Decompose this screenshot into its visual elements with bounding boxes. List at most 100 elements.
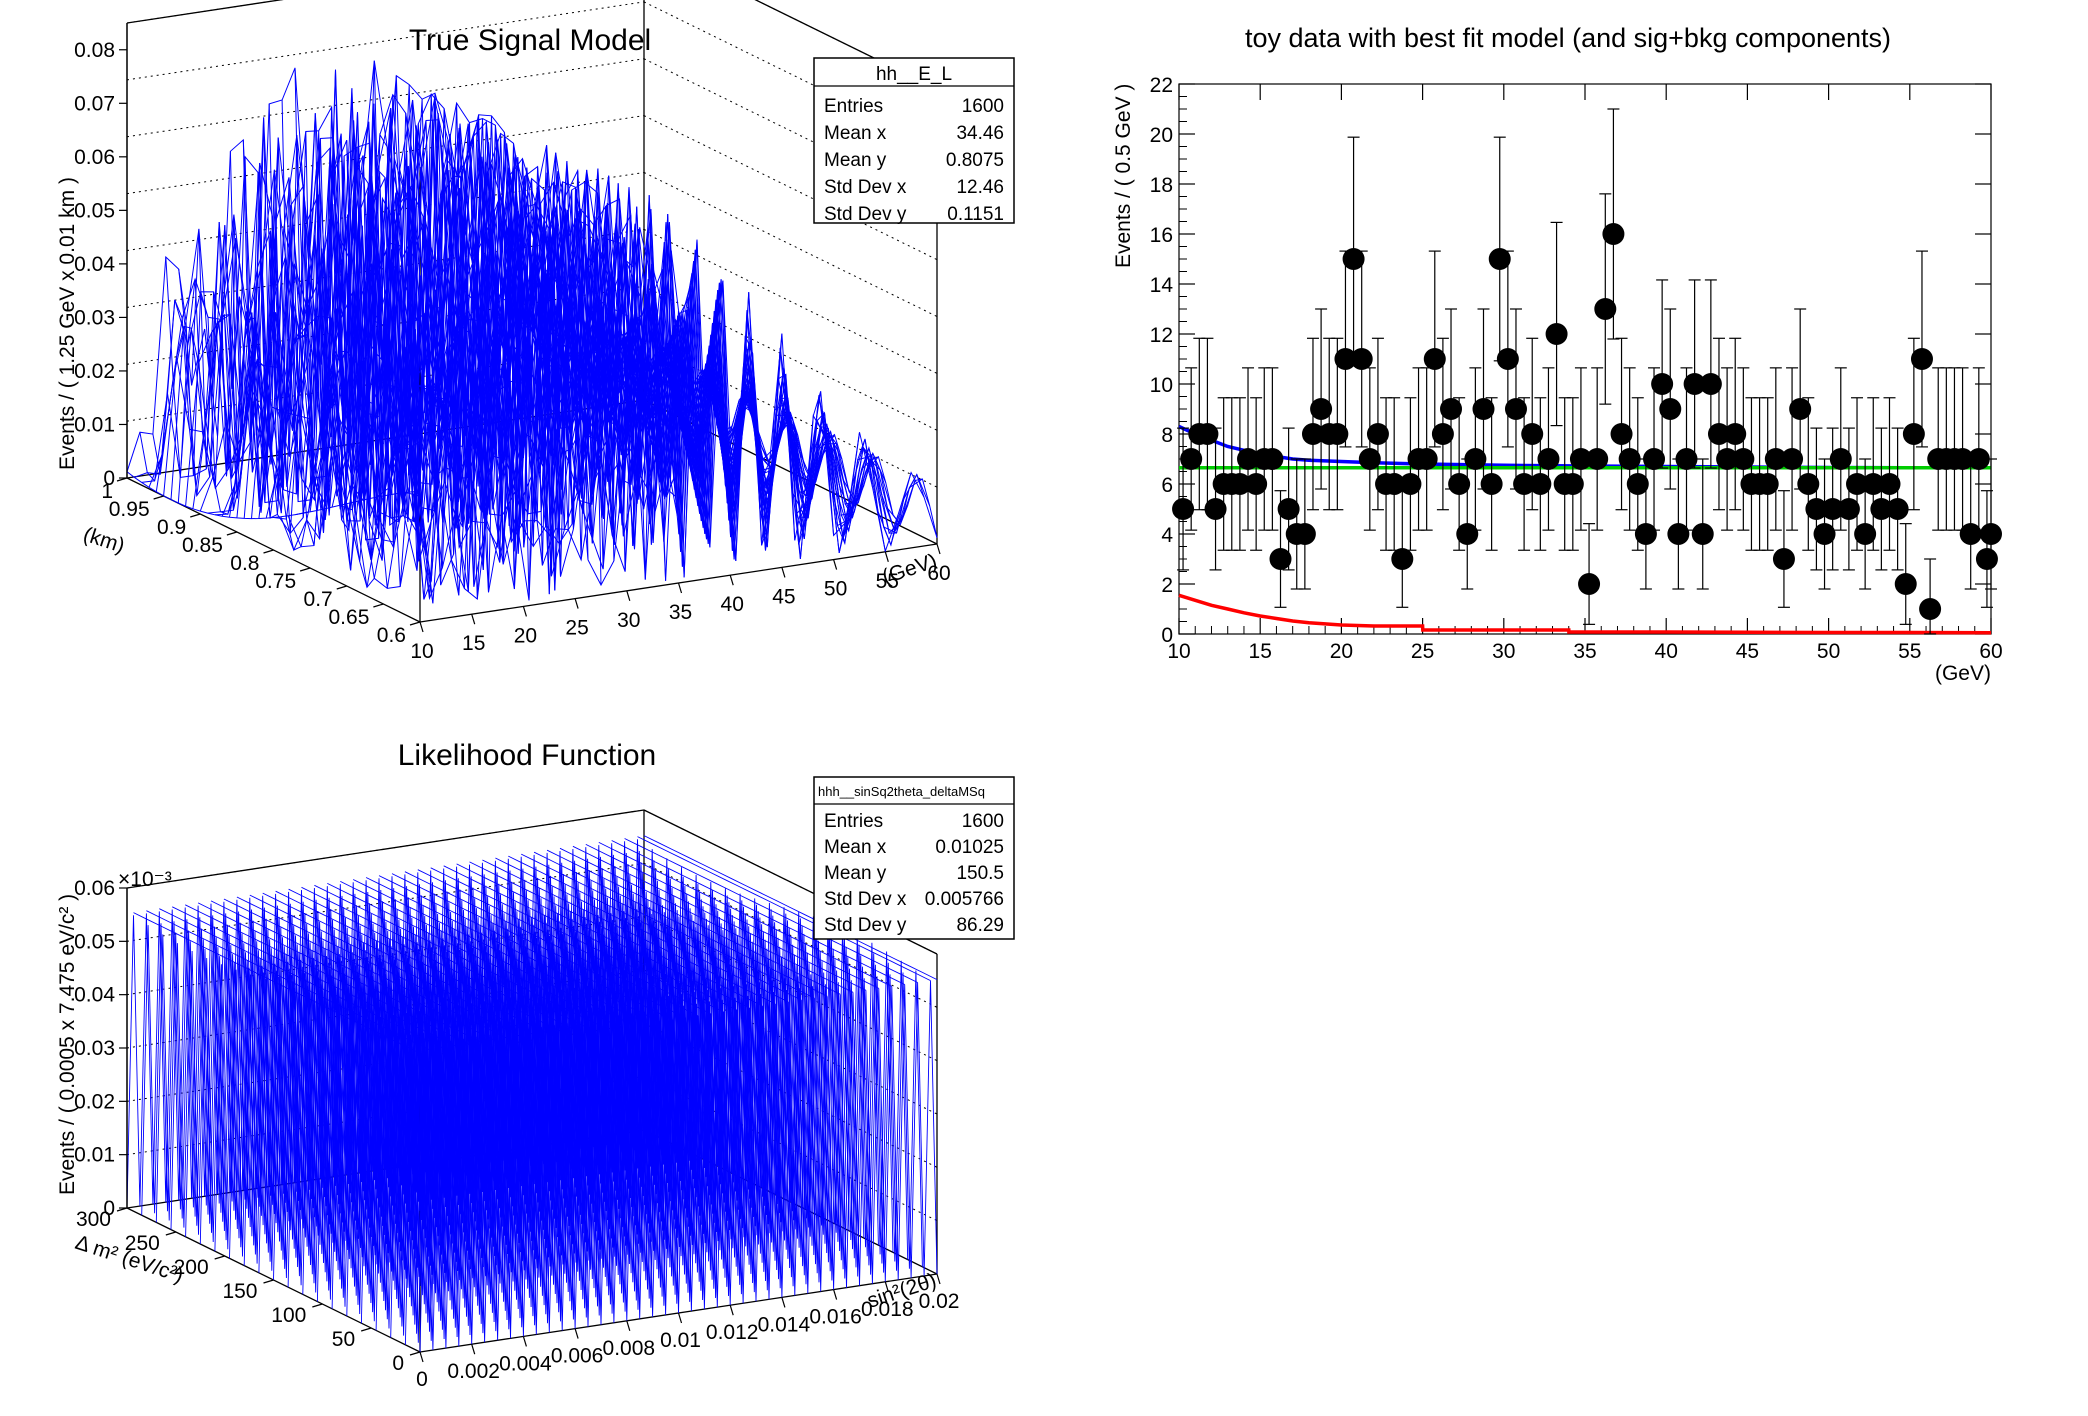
data-marker	[1951, 448, 1974, 470]
mesh-column	[559, 847, 854, 993]
data-marker	[1675, 448, 1698, 470]
mesh-column	[133, 912, 427, 1058]
z-tick-label: 0.07	[74, 92, 115, 115]
x-tick-label: 0.016	[809, 1306, 862, 1329]
x-tick-mark	[677, 1312, 683, 1324]
data-point	[1569, 367, 1592, 531]
x-tick-label: 30	[1492, 640, 1515, 663]
data-point	[1862, 397, 1885, 551]
stats-rows: Entries 1600 Mean x 34.46 Mean y 0.8075 Std De…	[824, 96, 1004, 225]
x-tick-mark	[522, 1336, 527, 1347]
data-point	[1237, 367, 1260, 531]
stats-label: Mean x	[824, 837, 887, 858]
data-marker	[1959, 523, 1982, 545]
data-marker	[1789, 398, 1812, 420]
data-point	[1643, 367, 1666, 531]
data-marker	[1529, 473, 1552, 495]
x-tick-label: 25	[565, 617, 588, 640]
data-marker	[1440, 398, 1463, 420]
data-marker	[1504, 398, 1527, 420]
data-marker	[1910, 348, 1933, 370]
data-marker	[1626, 473, 1649, 495]
data-marker	[1448, 473, 1471, 495]
x-tick-label: 0.012	[706, 1321, 759, 1344]
x-tick-label: 10	[1167, 640, 1190, 663]
toy-fit-ticks: 10 15 20 25 30 35 40 45 50 55 60 0 2 4 6 8 10 12 14 16 18 20 2…	[1150, 74, 2003, 663]
x-tick-label: 0.008	[603, 1337, 656, 1360]
data-point	[1383, 397, 1406, 551]
data-marker	[1813, 523, 1836, 545]
data-marker	[1293, 523, 1316, 545]
data-marker	[1301, 423, 1324, 445]
x-tick-label: 35	[1573, 640, 1596, 663]
stats-value: 0.005766	[925, 889, 1004, 910]
box-edge	[126, 809, 645, 889]
data-marker	[1764, 448, 1787, 470]
data-point	[1959, 458, 1982, 590]
data-point	[1529, 397, 1552, 551]
data-point	[1350, 250, 1373, 448]
y-tick-label: 4	[1161, 524, 1173, 547]
z-tick-label: 0.05	[74, 930, 115, 953]
mesh-column	[533, 851, 828, 997]
data-marker	[1707, 423, 1730, 445]
stats-value: 0.8075	[946, 150, 1004, 171]
y-tick-label: 300	[76, 1208, 111, 1231]
x-tick-label: 55	[1898, 640, 1921, 663]
data-point	[1293, 458, 1316, 590]
data-marker	[1204, 498, 1227, 520]
x-tick-mark	[833, 559, 838, 570]
y-tick-label: 2	[1161, 574, 1173, 597]
data-point	[1919, 558, 1942, 635]
stats-label: Entries	[824, 96, 883, 117]
mesh-column	[172, 906, 466, 1052]
data-point	[1756, 397, 1779, 551]
y-tick-label: 0.85	[182, 534, 223, 557]
z-tick-label: 0.01	[74, 1144, 115, 1167]
true-signal-panel: True Signal Model 10 15 20 25 30 35 40 45 50 55 60…	[56, 0, 1015, 663]
data-point	[1586, 367, 1609, 531]
data-marker	[1399, 473, 1422, 495]
x-tick-mark	[936, 543, 941, 555]
data-point	[1358, 367, 1381, 531]
data-marker	[1699, 373, 1722, 395]
data-point	[1651, 279, 1674, 469]
data-point	[1805, 427, 1828, 571]
data-point	[1399, 397, 1422, 551]
stats-value: 12.46	[956, 177, 1004, 198]
y-tick-label: 0.75	[255, 570, 296, 593]
mesh-column	[637, 836, 931, 982]
z-tick-label: 0.02	[74, 1090, 115, 1113]
data-point	[1797, 397, 1820, 551]
mesh-column	[624, 838, 918, 983]
y-tick-mark	[263, 1279, 274, 1284]
mesh-row	[316, 921, 835, 1302]
grid-line	[643, 172, 938, 317]
z-tick-label: 0.04	[74, 253, 115, 276]
toy-fit-data-points	[1172, 108, 2002, 635]
data-point	[1716, 367, 1739, 531]
mesh-column	[236, 896, 531, 1042]
mesh-column	[482, 859, 776, 1005]
data-marker	[1480, 473, 1503, 495]
x-tick-mark	[522, 606, 527, 617]
data-marker	[1586, 448, 1609, 470]
data-marker	[1561, 473, 1584, 495]
y-tick-mark	[153, 495, 164, 500]
data-point	[1886, 427, 1909, 571]
y-tick-label: 6	[1161, 474, 1173, 497]
x-tick-label: 0.006	[551, 1345, 604, 1368]
x-tick-label: 15	[462, 632, 485, 655]
y-tick-label: 20	[1150, 124, 1173, 147]
data-point	[1423, 250, 1446, 448]
data-point	[1732, 367, 1755, 531]
data-marker	[1902, 423, 1925, 445]
mesh-column	[598, 841, 892, 987]
x-tick-label: 0	[416, 1368, 428, 1391]
x-tick-mark	[677, 582, 683, 594]
data-point	[1618, 367, 1641, 531]
true-signal-stats-box: hh__E_L Entries 1600 Mean x 34.46 Mean y 0.80…	[813, 57, 1015, 225]
data-point	[1326, 337, 1349, 511]
grid-line	[643, 228, 938, 374]
